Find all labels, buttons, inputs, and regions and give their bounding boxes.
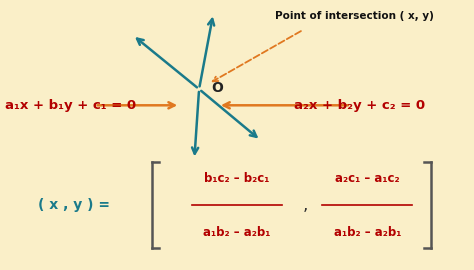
- Text: Point of intersection ( x, y): Point of intersection ( x, y): [275, 11, 434, 21]
- Text: a₂x + b₂y + c₂ = 0: a₂x + b₂y + c₂ = 0: [294, 99, 425, 112]
- Text: a₁b₂ – a₂b₁: a₁b₂ – a₂b₁: [334, 226, 401, 239]
- Text: b₁c₂ – b₂c₁: b₁c₂ – b₂c₁: [204, 172, 270, 185]
- Text: a₁b₂ – a₂b₁: a₁b₂ – a₂b₁: [203, 226, 271, 239]
- Text: a₁x + b₁y + c₁ = 0: a₁x + b₁y + c₁ = 0: [5, 99, 136, 112]
- Text: ,: ,: [303, 196, 309, 214]
- Text: O: O: [211, 81, 223, 95]
- Text: ( x , y ) =: ( x , y ) =: [38, 198, 110, 212]
- Text: a₂c₁ – a₁c₂: a₂c₁ – a₁c₂: [335, 172, 400, 185]
